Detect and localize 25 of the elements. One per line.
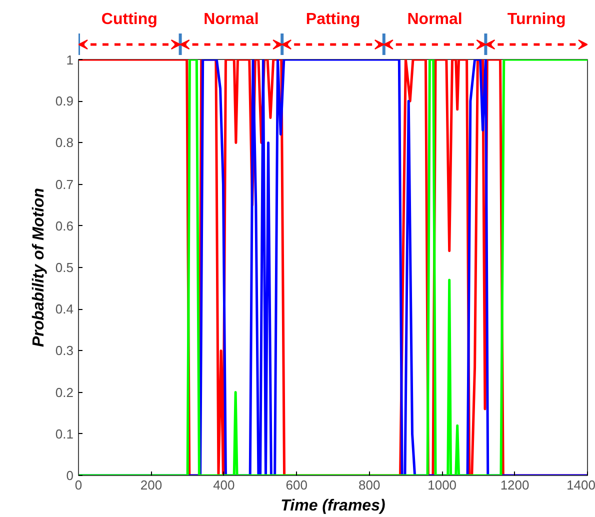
text: Cutting: [101, 11, 158, 28]
x-tick-label: 1200: [500, 478, 530, 492]
y-axis-title: Probability of Motion: [30, 188, 48, 348]
y-tick-label: 0.8: [55, 135, 74, 150]
y-tick-label: 0: [66, 468, 74, 483]
y-tick-label: 0.1: [55, 426, 74, 442]
x-tick-label: 1400: [566, 478, 595, 492]
text: Patting: [306, 11, 360, 28]
y-tick-label: 0.6: [55, 218, 74, 234]
y-tick-label: 0.9: [55, 94, 74, 109]
x-tick-label: 800: [358, 478, 380, 492]
y-tick-label: 1: [66, 52, 74, 68]
x-tick-label: 400: [213, 478, 235, 492]
x-tick-label: 200: [140, 478, 162, 492]
x-tick-label: 1000: [428, 478, 457, 492]
text: Turning: [507, 11, 566, 28]
x-axis-title: Time (frames): [280, 498, 386, 514]
y-tick-label: 0.3: [55, 343, 74, 358]
y-tick-label: 0.4: [55, 302, 74, 317]
y-tick-label: 0.5: [55, 260, 74, 275]
y-tick-label: 0.2: [55, 384, 74, 400]
text: Normal: [407, 11, 462, 28]
text: Normal: [204, 11, 259, 28]
y-tick-label: 0.7: [55, 176, 74, 192]
x-tick-label: 600: [286, 478, 308, 492]
